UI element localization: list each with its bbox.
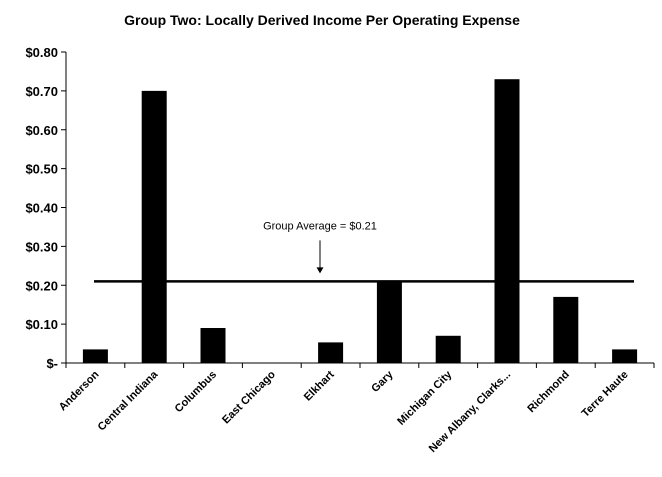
bars xyxy=(82,79,638,364)
x-tick-label: Anderson xyxy=(57,368,102,413)
y-tick-label: $0.40 xyxy=(25,201,58,216)
y-tick-label: $0.70 xyxy=(25,84,58,99)
bar xyxy=(553,296,579,363)
y-tick-label: $0.10 xyxy=(25,317,58,332)
bar xyxy=(612,349,638,363)
y-tick-label: $- xyxy=(46,356,58,371)
y-tick-label: $0.60 xyxy=(25,123,58,138)
average-arrow-head xyxy=(316,267,324,274)
bar xyxy=(318,342,344,363)
average-label: Group Average = $0.21 xyxy=(263,220,377,232)
bar xyxy=(82,349,108,363)
bar xyxy=(376,281,402,363)
y-tick-label: $0.80 xyxy=(25,45,58,60)
x-tick-label: East Chicago xyxy=(220,368,278,426)
x-tick-label: Elkhart xyxy=(302,368,337,403)
y-tick-label: $0.30 xyxy=(25,239,58,254)
average-line-group: Group Average = $0.21 xyxy=(94,220,634,283)
y-tick-label: $0.50 xyxy=(25,162,58,177)
x-tick-label: Columbus xyxy=(173,369,220,416)
x-tick-label: Central Indiana xyxy=(96,368,161,433)
bar xyxy=(141,90,167,363)
x-tick-label: Michigan City xyxy=(395,368,455,428)
y-axis: $- $0.10 $0.20 $0.30 $0.40 $0.50 $0.60 $0.70 $0.… xyxy=(25,45,67,371)
bar xyxy=(494,79,520,364)
y-tick-label: $0.20 xyxy=(25,278,58,293)
x-tick-label: Terre Haute xyxy=(580,369,631,420)
chart-title: Group Two: Locally Derived Income Per Op… xyxy=(124,12,520,28)
x-tick-label: Richmond xyxy=(525,369,572,416)
bar xyxy=(200,328,226,363)
bar xyxy=(435,335,461,363)
x-tick-label: Gary xyxy=(369,368,396,395)
